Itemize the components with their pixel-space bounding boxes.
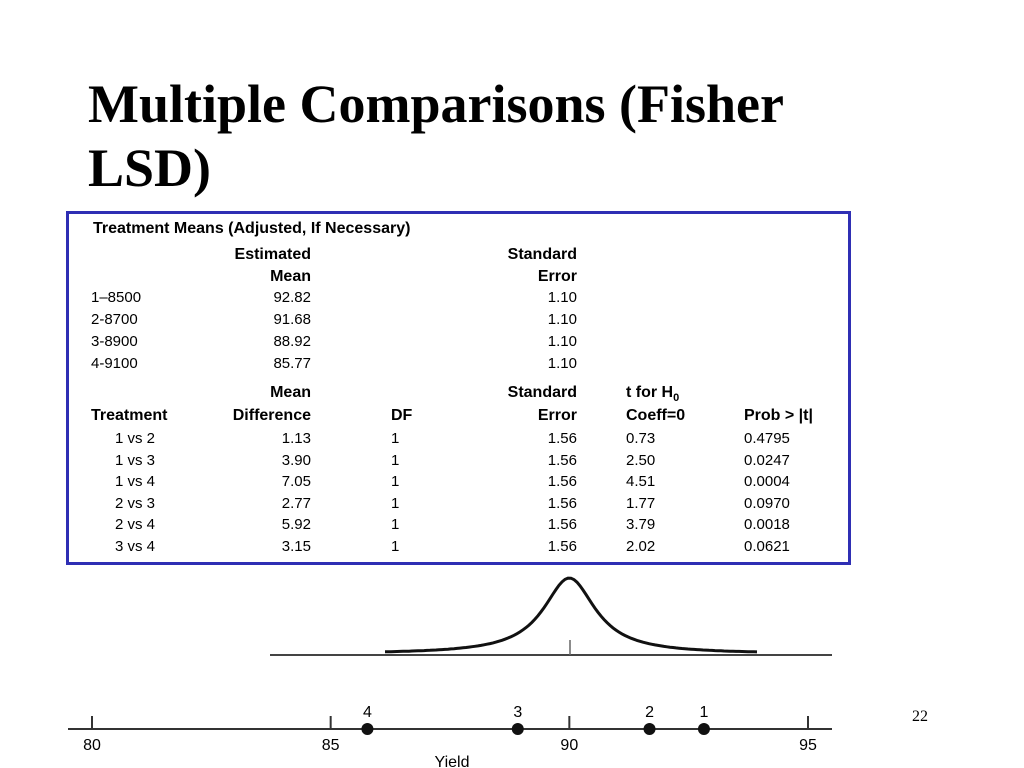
header-error: Error xyxy=(537,268,577,285)
axis-ticks: 80 85 90 95 xyxy=(83,716,817,754)
header-mean: Mean xyxy=(270,268,311,285)
mean-point-label: 4 xyxy=(363,704,372,721)
yield-figure: 80 85 90 95 4 3 2 1 Yield xyxy=(68,576,832,768)
mean-point xyxy=(643,723,656,735)
mean-point-label: 2 xyxy=(645,704,654,721)
header-t-subscript: 0 xyxy=(673,392,680,405)
means-row-mean: 92.82 xyxy=(273,289,311,306)
bell-curve xyxy=(385,576,758,654)
comp-row-prob: 0.4795 xyxy=(744,430,790,447)
mean-points: 4 3 2 1 xyxy=(361,704,710,735)
slide-title: Multiple Comparisons (Fisher LSD) xyxy=(88,72,888,200)
mean-point-label: 1 xyxy=(699,704,708,721)
comp-row-difference: 3.90 xyxy=(281,451,311,469)
comp-row-difference: 3.15 xyxy=(281,537,311,555)
header-df: DF xyxy=(391,407,413,424)
comp-row-se: 1.56 xyxy=(547,473,577,490)
means-row-label: 4-9100 xyxy=(91,355,138,372)
comp-row-se: 1.56 xyxy=(547,451,577,469)
header-estimated: Estimated xyxy=(234,246,311,263)
header-se-1: Standard xyxy=(507,384,577,401)
comp-row-t: 3.79 xyxy=(626,516,656,533)
header-prob-text: Prob > | xyxy=(744,407,804,424)
mean-point-label: 3 xyxy=(513,704,522,721)
means-row-se: 1.10 xyxy=(547,333,577,350)
header-coeff: Coeff=0 xyxy=(626,407,686,424)
header-standard: Standard xyxy=(507,246,577,263)
means-row-se: 1.10 xyxy=(547,311,577,328)
comp-row-prob: 0.0621 xyxy=(744,537,790,555)
means-row-label: 2-8700 xyxy=(91,311,138,328)
axis-label-yield: Yield xyxy=(435,754,470,768)
axis-tick-label: 85 xyxy=(322,737,340,754)
means-row-mean: 85.77 xyxy=(273,355,311,372)
comp-row-difference: 5.92 xyxy=(281,516,311,533)
means-row-se: 1.10 xyxy=(547,355,577,372)
comp-row-t: 1.77 xyxy=(626,494,656,512)
comp-row-se: 1.56 xyxy=(547,537,577,555)
comp-row-df: 1 xyxy=(391,451,400,469)
axis-tick-label: 95 xyxy=(799,737,817,754)
comp-row-treatment: 2 vs 4 xyxy=(115,516,156,533)
comp-row-se: 1.56 xyxy=(547,430,577,447)
comp-row-df: 1 xyxy=(391,473,400,490)
comp-row-se: 1.56 xyxy=(547,516,577,533)
comp-row-treatment: 1 vs 2 xyxy=(115,430,156,447)
means-row-label: 3-8900 xyxy=(91,333,138,350)
table-caption: Treatment Means (Adjusted, If Necessary) xyxy=(93,220,411,237)
header-se-2: Error xyxy=(537,407,577,424)
comp-row-df: 1 xyxy=(391,494,400,512)
comp-row-df: 1 xyxy=(391,537,400,555)
comp-row-t: 2.50 xyxy=(626,451,656,469)
comp-row-treatment: 1 vs 3 xyxy=(115,451,156,469)
comp-row-df: 1 xyxy=(391,516,400,533)
axis-tick-label: 80 xyxy=(83,737,101,754)
comp-row-prob: 0.0018 xyxy=(744,516,790,533)
comp-row-difference: 1.13 xyxy=(281,430,311,447)
comp-row-treatment: 2 vs 3 xyxy=(115,494,156,512)
results-table-box: Treatment Means (Adjusted, If Necessary)… xyxy=(66,211,851,565)
comp-row-treatment: 3 vs 4 xyxy=(115,537,156,555)
axis-tick-label: 90 xyxy=(560,737,578,754)
comp-row-prob: 0.0247 xyxy=(744,451,790,469)
header-prob-t: t xyxy=(803,407,809,424)
comp-row-df: 1 xyxy=(391,430,400,447)
slide-title-line-1: Multiple Comparisons (Fisher xyxy=(88,74,784,134)
comp-row-difference: 7.05 xyxy=(281,473,311,490)
mean-point xyxy=(511,723,524,735)
header-mean-diff-2: Difference xyxy=(232,407,311,424)
slide-title-line-2: LSD) xyxy=(88,138,212,198)
means-row-mean: 91.68 xyxy=(273,311,311,328)
header-treatment: Treatment xyxy=(91,407,168,424)
means-row-label: 1–8500 xyxy=(91,289,142,306)
comp-row-t: 2.02 xyxy=(626,537,656,555)
header-t-text: t for H xyxy=(626,384,674,401)
means-row-mean: 88.92 xyxy=(273,333,311,350)
page-number: 22 xyxy=(912,708,928,725)
comp-row-t: 4.51 xyxy=(626,473,656,490)
comp-row-prob: 0.0004 xyxy=(744,473,790,490)
comp-row-treatment: 1 vs 4 xyxy=(115,473,156,490)
header-prob-bar: | xyxy=(808,407,813,424)
comp-row-se: 1.56 xyxy=(547,494,577,512)
header-prob: Prob > |t| xyxy=(744,407,813,425)
comp-row-t: 0.73 xyxy=(626,430,656,447)
mean-point xyxy=(697,723,710,735)
means-row-se: 1.10 xyxy=(547,289,577,306)
comp-row-prob: 0.0970 xyxy=(744,494,790,512)
comp-row-difference: 2.77 xyxy=(281,494,311,512)
mean-point xyxy=(361,723,374,735)
header-t-for-h0: t for H0 xyxy=(626,384,679,407)
header-mean-diff-1: Mean xyxy=(270,384,311,401)
